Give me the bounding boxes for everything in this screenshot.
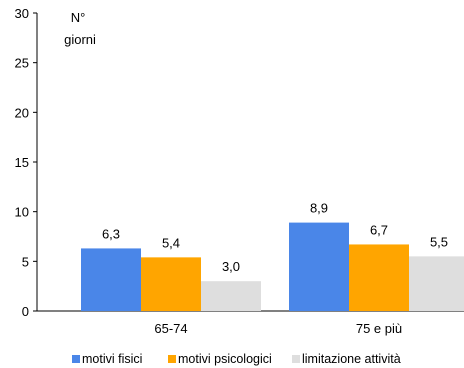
data-label: 5,4: [162, 235, 180, 250]
bar: [409, 256, 464, 311]
x-axis-categories: 65-74 75 e più: [154, 321, 402, 336]
x-category-label: 65-74: [154, 321, 187, 336]
legend-label: limitazione attività: [302, 352, 401, 366]
data-label: 6,3: [102, 226, 120, 241]
legend-swatch: [168, 355, 176, 363]
y-tick-label: 10: [15, 205, 29, 220]
y-axis-label: N° giorni: [64, 10, 96, 47]
legend-label: motivi psicologici: [178, 352, 272, 366]
y-axis-label-line-2: giorni: [64, 32, 96, 47]
bars: [81, 222, 464, 311]
y-tick-label: 30: [15, 6, 29, 21]
bar: [141, 257, 201, 311]
legend-swatch: [292, 355, 300, 363]
y-tick-label: 25: [15, 56, 29, 71]
data-labels: 6,3 5,4 3,0 8,9 6,7 5,5: [102, 201, 448, 275]
y-axis-label-line-1: N°: [71, 10, 86, 25]
legend-label: motivi fisici: [82, 352, 142, 366]
data-label: 5,5: [430, 234, 448, 249]
data-label: 6,7: [370, 222, 388, 237]
bar: [201, 281, 261, 311]
y-tick-label: 20: [15, 105, 29, 120]
bar: [289, 222, 349, 311]
legend: motivi fisici motivi psicologici limitazio…: [72, 352, 401, 366]
y-tick-label: 0: [22, 304, 29, 319]
y-tick-label: 15: [15, 155, 29, 170]
legend-swatch: [72, 355, 80, 363]
data-label: 3,0: [222, 259, 240, 274]
bar: [349, 244, 409, 311]
x-category-label: 75 e più: [356, 321, 402, 336]
bar: [81, 248, 141, 311]
y-tick-label: 5: [22, 254, 29, 269]
data-label: 8,9: [310, 201, 328, 216]
